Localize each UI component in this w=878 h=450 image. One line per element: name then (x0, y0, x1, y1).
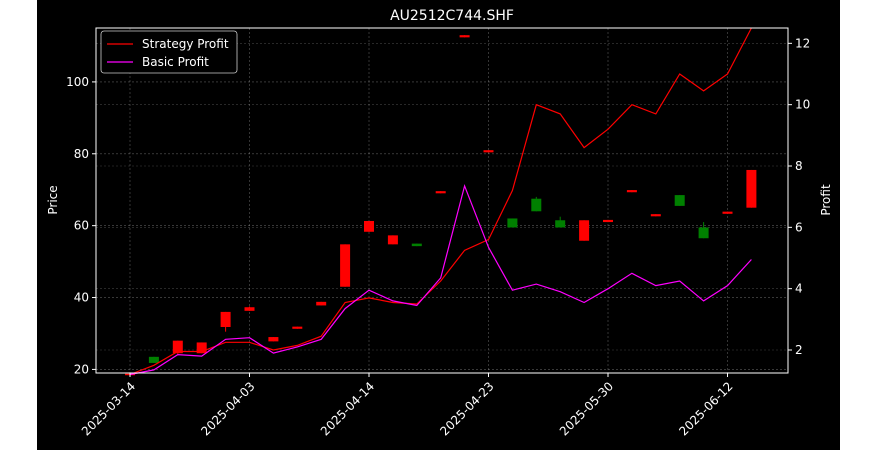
x-tick-label: 2025-04-23 (437, 379, 496, 438)
candle-body (746, 169, 757, 208)
y2-tick-label: 8 (795, 159, 803, 173)
x-tick-label: 2025-05-30 (557, 379, 616, 438)
candle-body (603, 219, 613, 223)
chart-figure: AU2512C744.SHF 20 40 60 80 100 2 4 6 8 10 12 2025-0… (37, 0, 840, 450)
y-tick-label: 40 (74, 291, 89, 305)
y-tick-label: 20 (74, 362, 89, 376)
plot-frame (95, 27, 789, 374)
candle-body (172, 340, 183, 354)
y2-tick-label: 12 (795, 36, 810, 50)
candle-body (650, 214, 661, 217)
y-tick-label: 60 (74, 219, 89, 233)
legend-box (100, 30, 238, 74)
y2-tick-label: 6 (795, 220, 803, 234)
y-tick-label: 100 (66, 75, 89, 89)
candle-body (411, 243, 422, 247)
candlestick-chart: AU2512C744.SHF 20 40 60 80 100 2 4 6 8 10 12 2025-0… (46, 8, 833, 438)
candle-body (722, 211, 733, 214)
candle-body (435, 191, 446, 194)
candle-body (340, 244, 351, 287)
candle-body (555, 220, 566, 228)
candle-body (268, 337, 279, 342)
y2-axis-label: Profit (819, 184, 833, 216)
candle-body (531, 198, 542, 212)
y-tick-label: 80 (74, 147, 89, 161)
candles (125, 35, 757, 376)
candle-body (674, 195, 685, 206)
candle-body (220, 311, 231, 327)
strategy-profit-line (129, 27, 752, 376)
candle-body (244, 307, 255, 311)
y2-tick-label: 4 (795, 282, 803, 296)
basic-profit-line (129, 183, 752, 376)
grid-lines (96, 28, 788, 373)
x-tick-label: 2025-04-03 (198, 379, 257, 438)
candle-body (292, 326, 303, 329)
chart-title: AU2512C744.SHF (390, 8, 514, 24)
profit-lines (129, 27, 752, 376)
candle-body (507, 218, 518, 228)
candle-body (483, 150, 494, 153)
legend-label-basic-profit: Basic Profit (142, 55, 209, 69)
y2-tick-label: 2 (795, 343, 803, 357)
candle-body (387, 235, 398, 245)
candle-body (459, 35, 470, 38)
candle-body (148, 356, 159, 363)
candle-body (579, 220, 590, 241)
candle-body (196, 342, 207, 354)
legend: Strategy Profit Basic Profit (100, 30, 238, 74)
y-axis-label: Price (46, 185, 60, 214)
candle-body (364, 220, 374, 232)
x-tick-label: 2025-04-14 (318, 379, 377, 438)
x-tick-label: 2025-03-14 (79, 379, 138, 438)
candle-body (316, 301, 327, 306)
legend-label-strategy-profit: Strategy Profit (142, 37, 229, 51)
y2-tick-label: 10 (795, 98, 810, 112)
candle-body (698, 227, 709, 239)
candle-body (626, 190, 637, 193)
x-tick-label: 2025-06-12 (676, 379, 735, 438)
